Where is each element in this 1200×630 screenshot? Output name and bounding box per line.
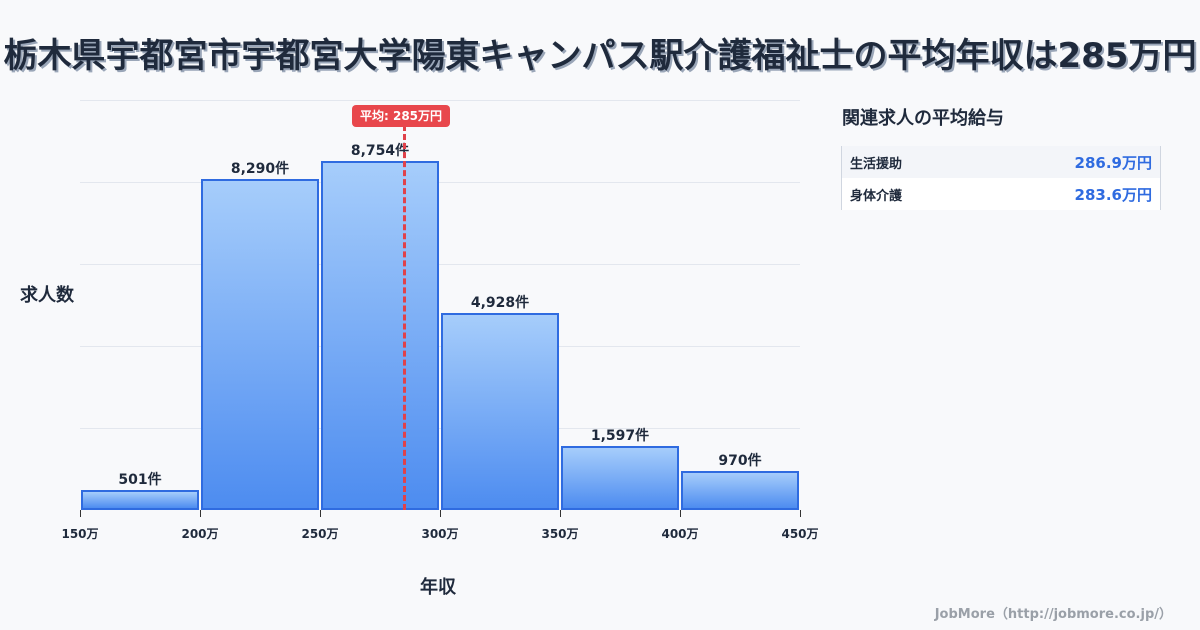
chart-plot-area: 501件 8,290件 8,754件 4,928件 1,597件 970件 xyxy=(80,100,800,510)
histogram-bar xyxy=(81,490,199,510)
x-tick-label: 450万 xyxy=(781,527,819,541)
histogram-bar xyxy=(321,160,439,510)
x-tick-label: 250万 xyxy=(301,527,339,541)
x-tick xyxy=(680,510,681,517)
histogram-bar xyxy=(201,179,319,510)
bar-value-label: 8,754件 xyxy=(350,142,410,159)
x-tick-label: 150万 xyxy=(61,527,99,541)
bar-value-label: 8,290件 xyxy=(230,161,290,178)
footer-credit: JobMore（http://jobmore.co.jp/） xyxy=(934,607,1172,622)
average-badge: 平均: 285万円 xyxy=(352,105,451,127)
related-salary-title: 関連求人の平均給与 xyxy=(842,108,1004,129)
x-tick xyxy=(320,510,321,517)
x-tick xyxy=(440,510,441,517)
gridline xyxy=(80,100,800,101)
histogram-bar xyxy=(441,313,559,510)
gridline xyxy=(80,182,800,183)
x-tick xyxy=(800,510,801,517)
related-salary-table: 生活援助 286.9万円 身体介護 283.6万円 xyxy=(841,146,1161,210)
job-type-name: 身体介護 xyxy=(850,188,903,204)
gridline xyxy=(80,346,800,347)
bar-value-label: 970件 xyxy=(718,453,762,470)
average-line xyxy=(403,125,406,510)
page-title: 栃木県宇都宮市宇都宮大学陽東キャンパス駅介護福祉士の平均年収は285万円 xyxy=(3,36,1197,76)
x-axis-label: 年収 xyxy=(420,577,456,598)
bar-value-label: 501件 xyxy=(118,471,162,488)
job-type-salary: 286.9万円 xyxy=(1074,153,1152,172)
related-salary-row: 生活援助 286.9万円 xyxy=(842,146,1160,178)
x-tick-label: 300万 xyxy=(421,527,459,541)
gridline xyxy=(80,428,800,429)
x-tick xyxy=(80,510,81,517)
bar-value-label: 4,928件 xyxy=(470,295,530,312)
gridline xyxy=(80,264,800,265)
x-tick xyxy=(560,510,561,517)
x-tick-label: 200万 xyxy=(181,527,219,541)
y-axis-label: 求人数 xyxy=(20,285,74,306)
x-tick-label: 350万 xyxy=(541,527,579,541)
x-tick xyxy=(200,510,201,517)
x-tick-label: 400万 xyxy=(661,527,699,541)
job-type-salary: 283.6万円 xyxy=(1074,185,1152,204)
histogram-bar xyxy=(561,446,679,510)
histogram-bar xyxy=(681,471,799,510)
related-salary-row: 身体介護 283.6万円 xyxy=(842,178,1160,210)
job-type-name: 生活援助 xyxy=(850,156,903,172)
bar-value-label: 1,597件 xyxy=(590,428,650,445)
